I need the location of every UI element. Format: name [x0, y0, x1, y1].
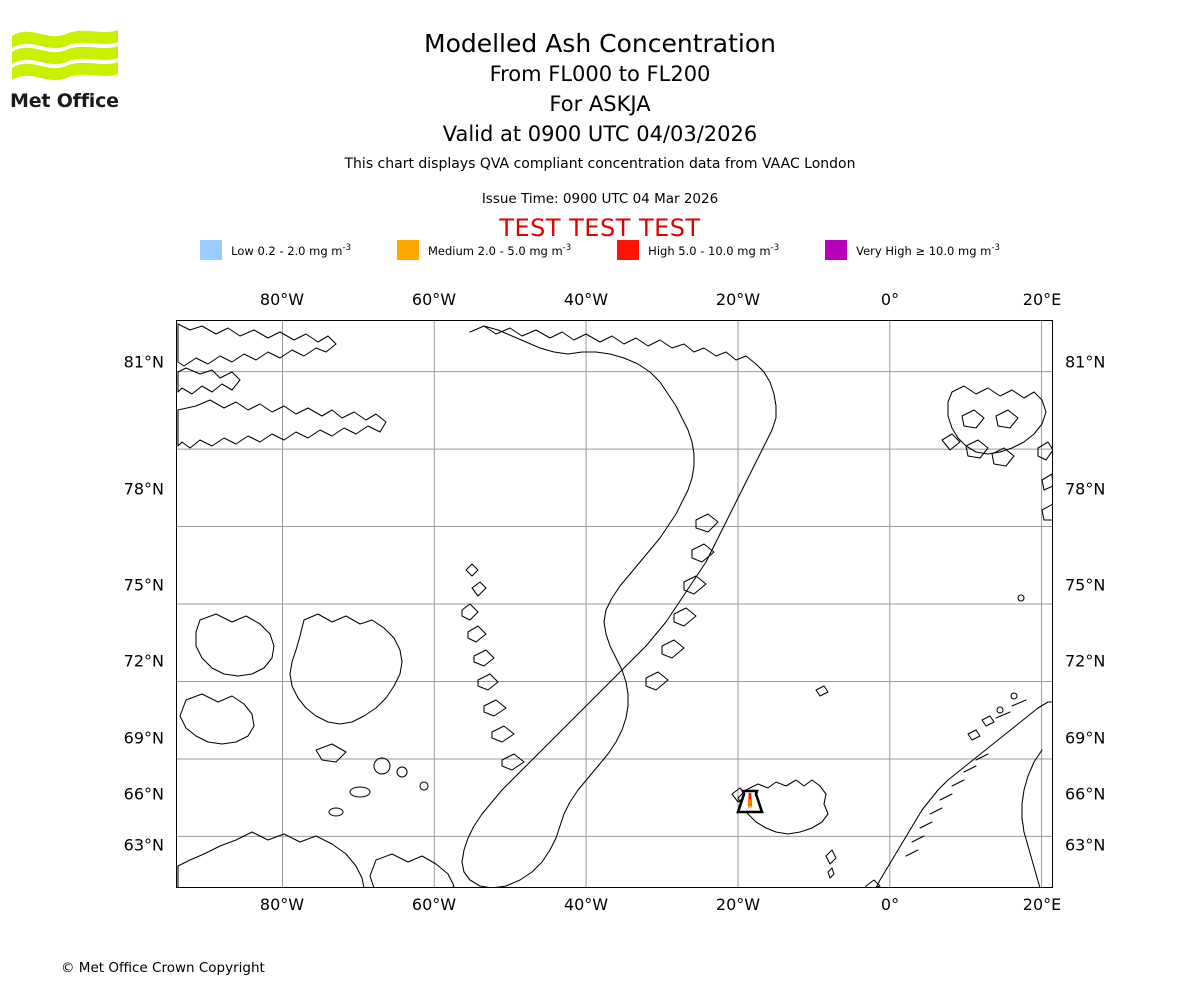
legend-swatch-low [200, 240, 223, 260]
qva-note: This chart displays QVA compliant concen… [344, 156, 856, 172]
lat-label-left-78n: 78°N [123, 479, 164, 499]
lon-label-top-40w: 40°W [563, 290, 609, 309]
legend-label-low: Low 0.2 - 2.0 mg m-3 [231, 242, 351, 258]
lat-label-left-75n: 75°N [123, 575, 164, 595]
concentration-legend: Low 0.2 - 2.0 mg m-3 Medium 2.0 - 5.0 mg… [0, 240, 1200, 260]
met-office-logo [10, 22, 120, 112]
legend-item-medium: Medium 2.0 - 5.0 mg m-3 [396, 240, 572, 260]
lon-label-top-0: 0° [880, 290, 900, 309]
test-banner: TEST TEST TEST [499, 214, 701, 242]
page-title: Modelled Ash Concentration [424, 29, 776, 58]
lat-label-right-75n: 75°N [1065, 575, 1106, 595]
legend-swatch-very-high [825, 240, 848, 260]
legend-label-very-high: Very High ≥ 10.0 mg m-3 [856, 242, 1000, 258]
map-canvas [177, 321, 1052, 887]
lat-label-left-66n: 66°N [123, 784, 164, 804]
lat-label-right-66n: 66°N [1065, 784, 1106, 804]
valid-time: Valid at 0900 UTC 04/03/2026 [442, 122, 758, 146]
lat-label-left-72n: 72°N [123, 651, 164, 671]
copyright-notice: © Met Office Crown Copyright [61, 960, 265, 976]
lat-label-right-72n: 72°N [1065, 651, 1106, 671]
legend-label-medium: Medium 2.0 - 5.0 mg m-3 [427, 242, 572, 258]
lon-label-top-60w: 60°W [411, 290, 457, 309]
lat-label-right-78n: 78°N [1065, 479, 1106, 499]
lon-label-top-20e: 20°E [1022, 290, 1062, 309]
lon-label-top-20w: 20°W [715, 290, 761, 309]
lat-label-left-63n: 63°N [123, 835, 164, 855]
lon-label-bottom-40w: 40°W [563, 895, 609, 914]
flight-level-range: From FL000 to FL200 [489, 62, 711, 86]
lat-label-right-63n: 63°N [1065, 835, 1106, 855]
logo-text: Met Office [10, 90, 119, 112]
legend-swatch-medium [396, 240, 419, 260]
issue-time: Issue Time: 0900 UTC 04 Mar 2026 [481, 191, 719, 207]
volcano-marker-askja [736, 789, 764, 814]
legend-label-high: High 5.0 - 10.0 mg m-3 [648, 242, 780, 258]
lat-label-right-81n: 81°N [1065, 352, 1106, 372]
lon-label-bottom-0: 0° [880, 895, 900, 914]
legend-swatch-high [617, 240, 640, 260]
coastlines [177, 323, 1052, 887]
lon-label-bottom-20e: 20°E [1022, 895, 1062, 914]
lat-label-right-69n: 69°N [1065, 728, 1106, 748]
lon-label-bottom-60w: 60°W [411, 895, 457, 914]
lon-label-top-80w: 80°W [259, 290, 305, 309]
legend-item-very-high: Very High ≥ 10.0 mg m-3 [825, 240, 1000, 260]
logo-waves-icon [12, 30, 118, 81]
lon-label-bottom-20w: 20°W [715, 895, 761, 914]
legend-item-high: High 5.0 - 10.0 mg m-3 [617, 240, 779, 260]
graticule [177, 321, 1052, 887]
lat-label-left-81n: 81°N [123, 352, 164, 372]
chart-title-block: Modelled Ash Concentration From FL000 to… [0, 28, 1200, 149]
volcano-name: For ASKJA [549, 92, 651, 116]
legend-item-low: Low 0.2 - 2.0 mg m-3 [200, 240, 351, 260]
ash-concentration-map[interactable]: 80°W 60°W 40°W 20°W 0° 20°E 80°W 60°W 40… [124, 290, 1106, 914]
lat-label-left-69n: 69°N [123, 728, 164, 748]
lon-label-bottom-80w: 80°W [259, 895, 305, 914]
